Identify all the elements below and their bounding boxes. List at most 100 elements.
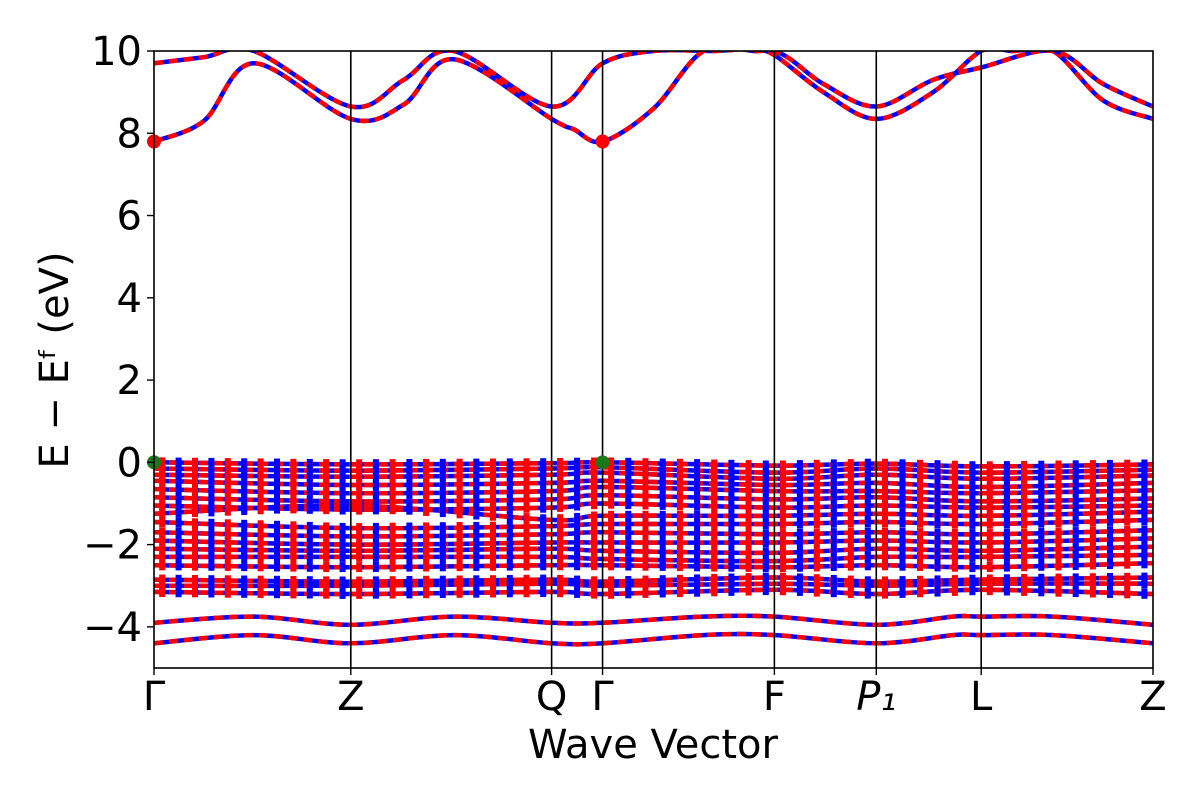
band-stripe	[642, 491, 649, 502]
band-stripe	[864, 508, 871, 519]
band-stripe	[192, 580, 198, 591]
band-stripe	[591, 511, 598, 522]
band-stripe	[456, 551, 463, 562]
band-stripe	[473, 587, 480, 598]
band-stripe	[423, 495, 430, 506]
band-stripe	[608, 498, 615, 509]
band-stripe	[290, 530, 297, 541]
band-stripe	[830, 561, 837, 571]
band-stripe	[473, 530, 480, 541]
band-stripe	[1055, 586, 1062, 597]
y-tick-label: 2	[117, 358, 142, 404]
y-tick-label: −4	[83, 605, 142, 651]
band-stripe	[208, 560, 215, 571]
band-stripe	[986, 502, 993, 513]
band-stripe	[1107, 471, 1113, 482]
band-stripe	[864, 517, 871, 528]
band-stripe	[208, 580, 215, 591]
band-stripe	[506, 587, 513, 598]
band-stripe	[986, 481, 993, 492]
band-stripe	[591, 537, 598, 548]
band-stripe	[951, 472, 958, 483]
band-stripe	[192, 544, 198, 555]
band-stripe	[796, 546, 803, 557]
band-stripe	[1072, 560, 1079, 570]
band-stripe	[473, 544, 480, 555]
band-stripe	[323, 580, 330, 591]
band-stripe	[1089, 516, 1096, 527]
band-stripe	[439, 544, 446, 555]
band-stripe	[986, 585, 993, 596]
band-stripe	[506, 579, 513, 590]
band-stripe	[1055, 517, 1062, 528]
band-stripe	[1055, 495, 1062, 506]
band-stripe	[1141, 493, 1148, 504]
band-stripe	[694, 561, 701, 572]
band-stripe	[1038, 501, 1045, 512]
band-stripe	[934, 509, 941, 520]
band-stripe	[1021, 509, 1028, 520]
band-stripe	[830, 509, 837, 520]
band-stripe	[1124, 478, 1131, 489]
band-stripe	[1141, 478, 1148, 489]
band-stripe	[796, 460, 803, 471]
band-stripe	[986, 529, 993, 540]
band-stripe	[642, 483, 649, 493]
band-stripe	[1124, 500, 1131, 511]
band-stripe	[882, 500, 888, 511]
band-stripe	[917, 536, 923, 547]
band-stripe	[917, 579, 923, 590]
band-stripe	[728, 472, 735, 483]
band-stripe	[591, 545, 598, 556]
band-stripe	[159, 508, 166, 519]
band-stripe	[439, 579, 446, 590]
band-stripe	[323, 545, 330, 556]
band-stripe	[473, 509, 480, 520]
band-stripe	[490, 587, 496, 598]
band-stripe	[711, 555, 718, 566]
band-stripe	[523, 529, 530, 540]
band-stripe	[762, 494, 769, 505]
band-stripe	[659, 510, 666, 521]
band-stripe	[951, 466, 958, 477]
band-stripe	[951, 579, 958, 590]
band-stripe	[356, 531, 363, 542]
band-stripe	[1038, 466, 1045, 477]
band-stripe	[676, 554, 683, 565]
band-stripe	[1124, 494, 1131, 504]
band-stripe	[574, 476, 581, 487]
band-stripe	[694, 519, 701, 529]
band-stripe	[1003, 528, 1010, 539]
band-stripe	[1141, 485, 1148, 496]
band-stripe	[323, 539, 330, 550]
band-stripe	[290, 495, 297, 506]
band-stripe	[1141, 459, 1148, 470]
band-stripe	[274, 551, 280, 562]
band-stripe	[728, 573, 735, 584]
band-stripe	[899, 486, 906, 497]
band-stripe	[830, 553, 837, 564]
band-stripe	[969, 537, 976, 548]
band-stripe	[608, 588, 615, 599]
band-stripe	[1124, 588, 1131, 599]
band-stripe	[506, 458, 513, 469]
band-stripe	[1003, 545, 1010, 556]
band-stripe	[951, 502, 958, 513]
band-stripe	[456, 478, 463, 489]
band-stripe	[241, 494, 248, 505]
band-stripe	[557, 537, 564, 548]
band-stripe	[694, 459, 701, 470]
band-stripe	[625, 490, 632, 501]
band-stripe	[439, 522, 446, 533]
band-stripe	[274, 580, 280, 591]
band-stripe	[608, 527, 615, 538]
band-stripe	[1072, 527, 1079, 538]
band-stripe	[1124, 572, 1131, 583]
band-stripe	[406, 588, 413, 599]
band-stripe	[257, 529, 264, 540]
band-stripe	[951, 585, 958, 596]
band-stripe	[339, 471, 346, 482]
band-stripe	[241, 544, 248, 555]
band-stripe	[192, 457, 198, 468]
band-stripe	[986, 537, 993, 548]
